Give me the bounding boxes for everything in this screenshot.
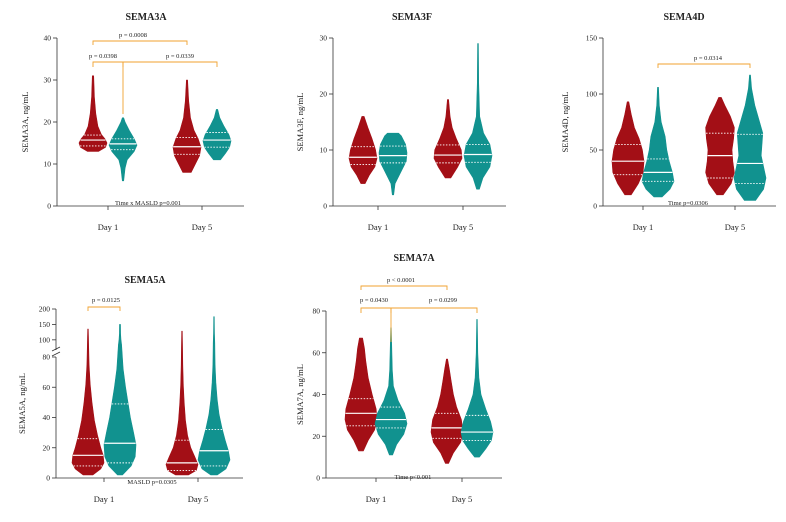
y-tick-label: 10 bbox=[320, 146, 328, 155]
y-axis-label: SEMA4D, ng/mL bbox=[560, 92, 570, 153]
x-tick-label: Day 5 bbox=[192, 222, 213, 232]
y-tick-label: 0 bbox=[316, 474, 320, 483]
significance-bracket bbox=[360, 307, 392, 313]
violin-day5-red bbox=[172, 79, 202, 173]
y-tick-label: 0 bbox=[46, 474, 50, 483]
y-tick-label: 60 bbox=[43, 383, 51, 392]
model-annotation: Time x MASLD p=0.001 bbox=[115, 200, 181, 207]
violin-day5-red bbox=[165, 330, 199, 476]
significance-bracket bbox=[92, 61, 124, 67]
x-tick-label: Day 1 bbox=[94, 494, 115, 504]
y-tick-label: 150 bbox=[586, 34, 598, 43]
y-tick-label: 50 bbox=[590, 146, 598, 155]
p-value-label: p = 0.0398 bbox=[89, 53, 117, 60]
violin-day5-red bbox=[705, 97, 735, 196]
violin-day1-teal bbox=[108, 117, 138, 182]
violin-day1-red bbox=[344, 337, 378, 452]
violin-day1-red bbox=[348, 116, 378, 184]
y-axis-label: SEMA7A, ng/mL bbox=[295, 364, 305, 425]
x-tick-label: Day 1 bbox=[98, 222, 119, 232]
violin-day5-teal bbox=[463, 43, 493, 190]
chart-title: SEMA4D bbox=[663, 12, 704, 23]
y-tick-label: 10 bbox=[44, 160, 52, 169]
y-tick-label: 100 bbox=[39, 335, 51, 344]
significance-bracket bbox=[360, 285, 448, 290]
significance-bracket bbox=[657, 63, 751, 68]
x-tick-label: Day 1 bbox=[366, 494, 387, 504]
y-tick-label: 80 bbox=[313, 307, 321, 316]
p-value-label: p < 0.0001 bbox=[387, 277, 415, 284]
y-tick-label: 40 bbox=[44, 34, 52, 43]
y-axis-label: SEMA3A, ng/mL bbox=[20, 92, 30, 153]
axis-break-mark bbox=[51, 346, 61, 352]
y-tick-label: 20 bbox=[43, 443, 51, 452]
y-tick-label: 80 bbox=[43, 353, 51, 362]
violin-day5-red bbox=[433, 99, 463, 179]
x-tick-label: Day 5 bbox=[452, 494, 473, 504]
violin-day1-teal bbox=[378, 132, 408, 196]
y-tick-label: 20 bbox=[44, 118, 52, 127]
y-tick-label: 40 bbox=[43, 413, 51, 422]
model-annotation: Time p<0.001 bbox=[395, 474, 432, 481]
x-tick-label: Day 1 bbox=[368, 222, 389, 232]
violin-day1-red bbox=[611, 101, 645, 196]
p-value-label: p = 0.0339 bbox=[166, 53, 194, 60]
y-tick-label: 0 bbox=[47, 202, 51, 211]
violin-day5-teal bbox=[202, 109, 232, 161]
significance-bracket bbox=[92, 40, 188, 45]
p-value-label: p = 0.0125 bbox=[92, 297, 120, 304]
x-tick-label: Day 5 bbox=[453, 222, 474, 232]
p-value-label: p = 0.0430 bbox=[360, 297, 388, 304]
axis-break-mark bbox=[51, 351, 61, 357]
y-tick-label: 100 bbox=[586, 90, 598, 99]
x-tick-label: Day 5 bbox=[188, 494, 209, 504]
y-axis-label: SEMA5A, ng/mL bbox=[17, 373, 27, 434]
violin-day5-teal bbox=[733, 74, 767, 201]
chart-title: SEMA3F bbox=[392, 12, 432, 23]
y-tick-label: 20 bbox=[320, 90, 328, 99]
chart-title: SEMA7A bbox=[393, 253, 435, 264]
chart-title: SEMA3A bbox=[125, 12, 167, 23]
violin-day1-teal bbox=[641, 87, 675, 198]
violin-day1-red bbox=[71, 328, 105, 476]
chart-title: SEMA5A bbox=[124, 275, 166, 286]
panel-sema3a: SEMA3A 0 10 20 30 40 Day 1 Day 5 SEMA3A, ng/mL p … bbox=[20, 12, 244, 232]
violin-day5-red bbox=[430, 358, 464, 464]
panel-sema7a: SEMA7A 0 20 40 60 80 Day 1 Day 5 SEMA7A, ng/mL p … bbox=[295, 253, 502, 504]
violin-day1-teal bbox=[103, 324, 137, 476]
y-tick-label: 20 bbox=[313, 432, 321, 441]
y-axis-label: SEMA3F, ng/mL bbox=[295, 93, 305, 152]
violin-day5-teal bbox=[460, 319, 494, 458]
y-tick-label: 200 bbox=[39, 305, 51, 314]
p-value-label: p = 0.0008 bbox=[119, 32, 147, 39]
significance-bracket bbox=[390, 307, 478, 313]
y-tick-label: 0 bbox=[593, 202, 597, 211]
violin-day1-teal bbox=[374, 327, 408, 456]
y-tick-label: 40 bbox=[313, 390, 321, 399]
model-annotation: Time p=0.0306 bbox=[668, 200, 709, 207]
y-tick-label: 150 bbox=[39, 320, 51, 329]
panel-sema5a: SEMA5A 0 20 40 60 80 100 150 200 Day 1 Day 5 SEMA5A… bbox=[17, 275, 243, 504]
violin-day1-red bbox=[78, 75, 108, 152]
significance-bracket bbox=[87, 306, 121, 311]
panel-sema3f: SEMA3F 0 10 20 30 Day 1 Day 5 SEMA3F, ng/mL bbox=[295, 12, 506, 232]
significance-bracket bbox=[122, 61, 218, 67]
y-tick-label: 30 bbox=[320, 34, 328, 43]
y-tick-label: 30 bbox=[44, 76, 52, 85]
model-annotation: MASLD p=0.0305 bbox=[127, 479, 176, 486]
y-tick-label: 60 bbox=[313, 348, 321, 357]
panel-sema4d: SEMA4D 0 50 100 150 Day 1 Day 5 SEMA4D, ng/mL p … bbox=[560, 12, 776, 232]
violin-day5-teal bbox=[197, 316, 231, 476]
y-tick-label: 0 bbox=[323, 202, 327, 211]
p-value-label: p = 0.0299 bbox=[429, 297, 457, 304]
p-value-label: p = 0.0314 bbox=[694, 55, 723, 62]
x-tick-label: Day 5 bbox=[725, 222, 746, 232]
x-tick-label: Day 1 bbox=[633, 222, 654, 232]
